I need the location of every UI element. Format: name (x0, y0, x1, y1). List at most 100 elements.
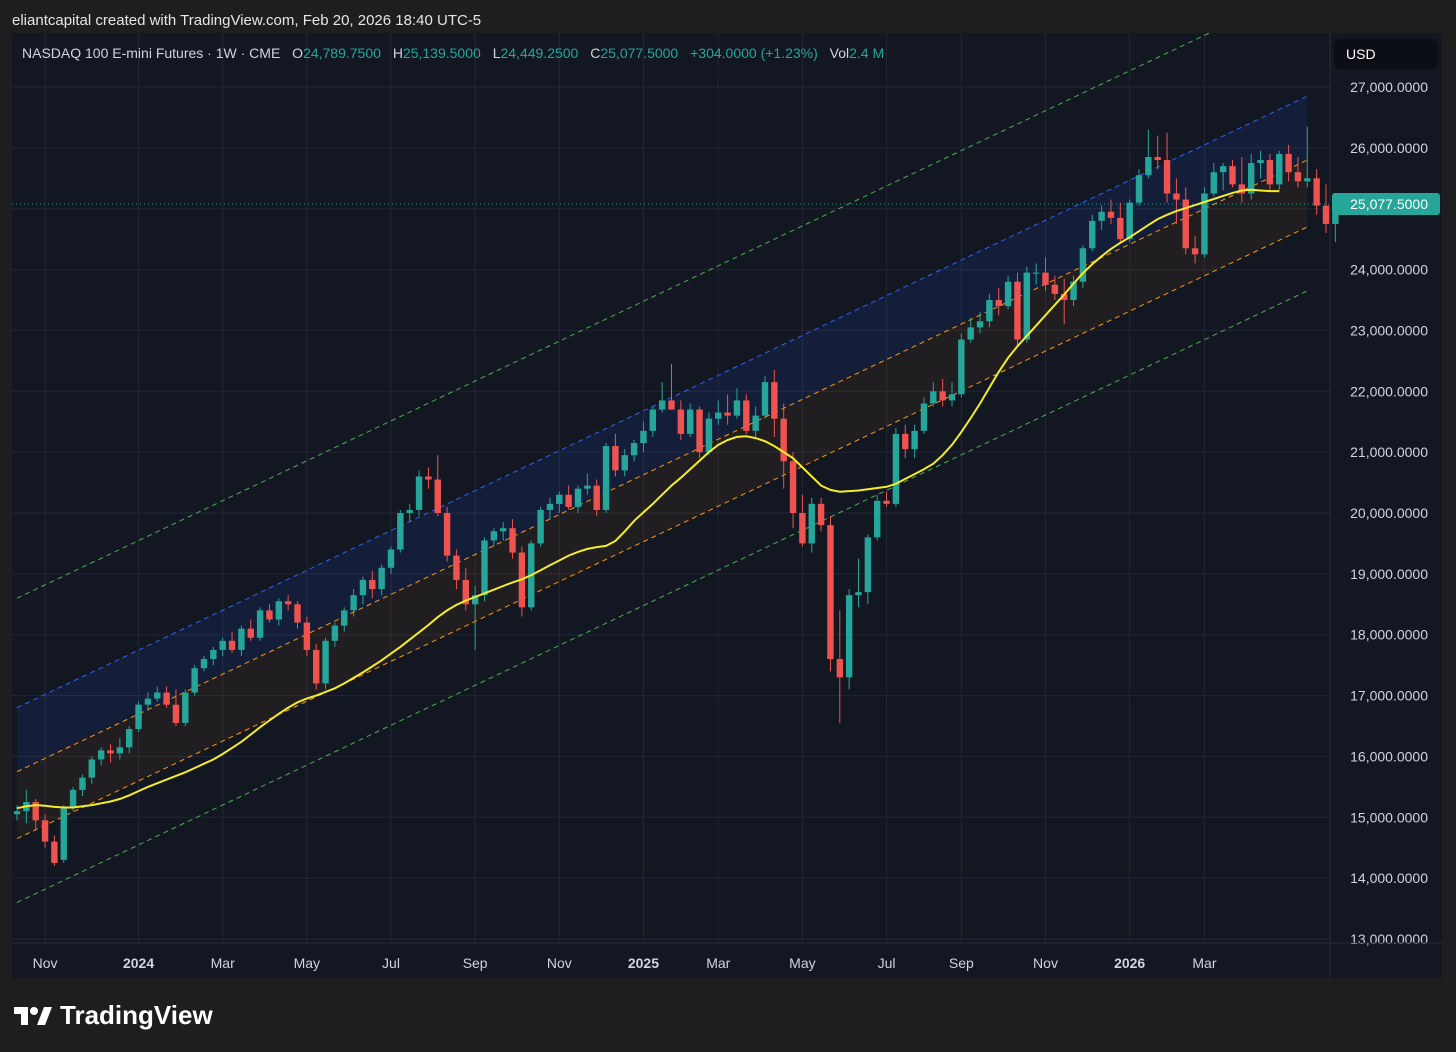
channel-upper-fill (17, 96, 1308, 772)
channel-lower-fill (17, 160, 1308, 839)
candle-body (864, 537, 872, 593)
candle-body (1042, 272, 1049, 285)
candle-body (359, 579, 367, 596)
candle-body (107, 750, 114, 754)
candle-body (481, 540, 488, 596)
price-axis-label: 22,000.0000 (1350, 383, 1428, 399)
candle-body (715, 412, 722, 419)
time-axis-label: 2026 (1114, 955, 1145, 971)
time-axis-label: Nov (1033, 955, 1058, 971)
candle-body (88, 759, 95, 778)
chart-panel[interactable]: 13,000.0000 14,000.0000 15,000.0000 16,000.… (12, 33, 1442, 978)
candle-body (443, 513, 451, 556)
candle-body (1145, 156, 1152, 176)
candle-body (266, 610, 273, 620)
price-axis-label: 24,000.0000 (1350, 262, 1428, 278)
tradingview-logo[interactable]: TradingView (14, 1000, 213, 1031)
candle-body (247, 628, 254, 638)
channel-lower-line (16, 226, 1308, 840)
candle-body (780, 418, 787, 462)
low-value: 24,449.2500 (500, 45, 579, 61)
candle-body (911, 430, 918, 450)
candle-body (939, 391, 946, 401)
price-axis-label: 15,000.0000 (1350, 809, 1428, 825)
candle-body (855, 592, 862, 596)
candle-body (649, 409, 656, 431)
price-axis-label: 23,000.0000 (1350, 322, 1428, 338)
channel-outer-upper-line (16, 33, 1211, 599)
candle-body (565, 494, 572, 507)
candle-body (1276, 153, 1283, 185)
candle-body (256, 610, 264, 638)
candle-body (1238, 184, 1246, 194)
price-axis-label: 27,000.0000 (1350, 79, 1428, 95)
candle-body (668, 400, 675, 410)
candle-body (1173, 193, 1180, 200)
candle-body (733, 400, 741, 416)
candle-body (341, 610, 348, 626)
candle-body (1163, 160, 1171, 194)
candle-body (79, 777, 86, 790)
price-axis-label: 16,000.0000 (1350, 748, 1428, 764)
candle-body (313, 649, 320, 684)
candle-body (630, 443, 638, 456)
candle-body (163, 692, 170, 705)
time-axis-label: Nov (547, 955, 572, 971)
candle-body (1210, 172, 1217, 194)
candle-body (228, 640, 236, 650)
candle-body (752, 415, 759, 431)
candle-body (200, 659, 208, 669)
candle-body (369, 579, 376, 590)
candle-body (154, 692, 161, 699)
low-key: L (492, 45, 501, 61)
candle-body (1229, 166, 1236, 185)
candle-body (1014, 281, 1021, 340)
candlestick-chart[interactable]: 13,000.0000 14,000.0000 15,000.0000 16,000.… (12, 33, 1442, 978)
candle-body (1191, 248, 1199, 255)
candle-body (1126, 202, 1133, 240)
candle-body (1135, 175, 1143, 203)
price-axis-label: 21,000.0000 (1350, 444, 1428, 460)
candle-body (1051, 284, 1059, 294)
price-axis-label: 18,000.0000 (1350, 627, 1428, 643)
plot-area (12, 33, 1330, 943)
currency-selector-button[interactable]: USD (1334, 39, 1438, 69)
candle-body (1117, 217, 1124, 240)
candle-body (677, 409, 685, 434)
candle-body (1304, 178, 1311, 182)
candle-body (331, 625, 339, 641)
candle-body (602, 446, 610, 510)
candle-body (116, 747, 124, 754)
price-axis-label: 26,000.0000 (1350, 140, 1428, 156)
ohlc-legend: NASDAQ 100 E-mini Futures · 1W · CME O24… (22, 45, 884, 61)
candle-body (1098, 211, 1105, 221)
candle-body (462, 579, 469, 605)
candle-body (687, 409, 694, 434)
candle-body (1154, 156, 1161, 161)
candle-body (210, 649, 217, 660)
candle-body (995, 300, 1002, 307)
price-axis-label: 14,000.0000 (1350, 870, 1428, 886)
candle-body (1023, 272, 1030, 340)
candle-body (696, 409, 703, 453)
candle-body (556, 494, 563, 504)
candle-body (1089, 220, 1096, 249)
candle-body (69, 789, 77, 809)
volume-key: Vol (829, 45, 850, 61)
candle-body (144, 698, 152, 705)
candle-body (1248, 163, 1255, 194)
candle-body (958, 339, 965, 395)
candle-body (126, 729, 133, 748)
candle-body (724, 412, 731, 416)
candle-body (621, 455, 628, 471)
high-value: 25,139.5000 (402, 45, 481, 61)
candle-body (593, 485, 600, 510)
candle-body (1004, 281, 1012, 307)
candle-body (219, 640, 226, 650)
candle-body (584, 485, 591, 489)
candle-body (406, 509, 413, 513)
candle-body (51, 841, 58, 863)
time-axis-label: May (294, 955, 320, 971)
candle-body (808, 503, 815, 544)
candle-body (294, 604, 301, 623)
